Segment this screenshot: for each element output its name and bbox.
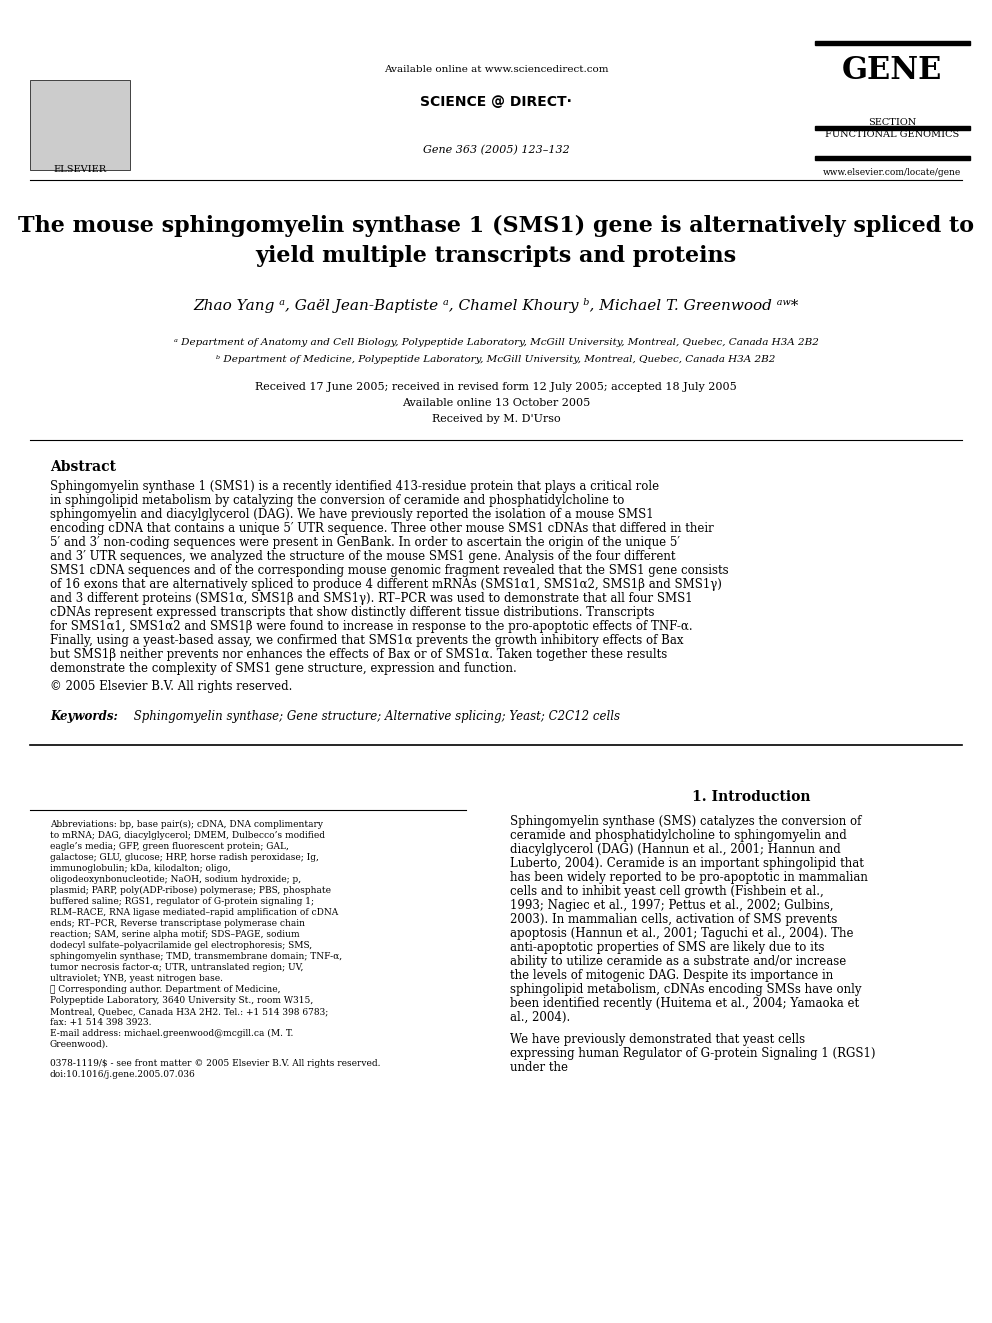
Text: Abstract: Abstract (50, 460, 116, 474)
Text: ☆ Corresponding author. Department of Medicine,: ☆ Corresponding author. Department of Me… (50, 986, 281, 994)
Text: expressing human Regulator of G-protein Signaling 1 (RGS1): expressing human Regulator of G-protein … (510, 1046, 876, 1060)
Text: ceramide and phosphatidylcholine to sphingomyelin and: ceramide and phosphatidylcholine to sphi… (510, 830, 847, 841)
Bar (815, 126, 970, 130)
Text: has been widely reported to be pro-apoptotic in mammalian: has been widely reported to be pro-apopt… (510, 871, 868, 884)
Text: al., 2004).: al., 2004). (510, 1011, 570, 1024)
Text: SMS1 cDNA sequences and of the corresponding mouse genomic fragment revealed tha: SMS1 cDNA sequences and of the correspon… (50, 564, 729, 577)
Text: Received 17 June 2005; received in revised form 12 July 2005; accepted 18 July 2: Received 17 June 2005; received in revis… (255, 382, 737, 392)
Text: We have previously demonstrated that yeast cells: We have previously demonstrated that yea… (510, 1033, 806, 1046)
Text: 0378-1119/$ - see front matter © 2005 Elsevier B.V. All rights reserved.: 0378-1119/$ - see front matter © 2005 El… (50, 1058, 381, 1068)
Text: ᵇ Department of Medicine, Polypeptide Laboratory, McGill University, Montreal, Q: ᵇ Department of Medicine, Polypeptide La… (216, 355, 776, 364)
Text: 2003). In mammalian cells, activation of SMS prevents: 2003). In mammalian cells, activation of… (510, 913, 837, 926)
Text: galactose; GLU, glucose; HRP, horse radish peroxidase; Ig,: galactose; GLU, glucose; HRP, horse radi… (50, 853, 318, 863)
Text: immunoglobulin; kDa, kilodalton; oligo,: immunoglobulin; kDa, kilodalton; oligo, (50, 864, 231, 873)
Text: Available online at www.sciencedirect.com: Available online at www.sciencedirect.co… (384, 65, 608, 74)
Text: ultraviolet; YNB, yeast nitrogen base.: ultraviolet; YNB, yeast nitrogen base. (50, 974, 223, 983)
Text: sphingomyelin synthase; TMD, transmembrane domain; TNF-α,: sphingomyelin synthase; TMD, transmembra… (50, 953, 342, 960)
Text: dodecyl sulfate–polyacrilamide gel electrophoresis; SMS,: dodecyl sulfate–polyacrilamide gel elect… (50, 941, 312, 950)
Text: sphingolipid metabolism, cDNAs encoding SMSs have only: sphingolipid metabolism, cDNAs encoding … (510, 983, 861, 996)
Text: oligodeoxynbonucleotide; NaOH, sodium hydroxide; p,: oligodeoxynbonucleotide; NaOH, sodium hy… (50, 875, 302, 884)
Text: Abbreviations: bp, base pair(s); cDNA, DNA complimentary: Abbreviations: bp, base pair(s); cDNA, D… (50, 820, 323, 830)
Text: Zhao Yang ᵃ, Gaël Jean-Baptiste ᵃ, Chamel Khoury ᵇ, Michael T. Greenwood ᵃʷ*: Zhao Yang ᵃ, Gaël Jean-Baptiste ᵃ, Chame… (193, 298, 799, 314)
Bar (815, 156, 970, 160)
Text: Sphingomyelin synthase; Gene structure; Alternative splicing; Yeast; C2C12 cells: Sphingomyelin synthase; Gene structure; … (130, 710, 620, 722)
Text: yield multiple transcripts and proteins: yield multiple transcripts and proteins (255, 245, 737, 267)
Bar (815, 41, 970, 45)
Text: 1993; Nagiec et al., 1997; Pettus et al., 2002; Gulbins,: 1993; Nagiec et al., 1997; Pettus et al.… (510, 900, 833, 912)
Text: in sphingolipid metabolism by catalyzing the conversion of ceramide and phosphat: in sphingolipid metabolism by catalyzing… (50, 493, 624, 507)
Text: to mRNA; DAG, diacylglycerol; DMEM, Dulbecco’s modified: to mRNA; DAG, diacylglycerol; DMEM, Dulb… (50, 831, 325, 840)
Text: plasmid; PARP, poly(ADP-ribose) polymerase; PBS, phosphate: plasmid; PARP, poly(ADP-ribose) polymera… (50, 886, 331, 896)
Text: sphingomyelin and diacylglycerol (DAG). We have previously reported the isolatio: sphingomyelin and diacylglycerol (DAG). … (50, 508, 654, 521)
Text: Luberto, 2004). Ceramide is an important sphingolipid that: Luberto, 2004). Ceramide is an important… (510, 857, 864, 871)
Text: tumor necrosis factor-α; UTR, untranslated region; UV,: tumor necrosis factor-α; UTR, untranslat… (50, 963, 304, 972)
Text: but SMS1β neither prevents nor enhances the effects of Bax or of SMS1α. Taken to: but SMS1β neither prevents nor enhances … (50, 648, 668, 662)
Text: encoding cDNA that contains a unique 5′ UTR sequence. Three other mouse SMS1 cDN: encoding cDNA that contains a unique 5′ … (50, 523, 714, 534)
Text: Available online 13 October 2005: Available online 13 October 2005 (402, 398, 590, 407)
Text: doi:10.1016/j.gene.2005.07.036: doi:10.1016/j.gene.2005.07.036 (50, 1070, 195, 1080)
Text: Received by M. D'Urso: Received by M. D'Urso (432, 414, 560, 423)
Text: Sphingomyelin synthase 1 (SMS1) is a recently identified 413-residue protein tha: Sphingomyelin synthase 1 (SMS1) is a rec… (50, 480, 659, 493)
Text: for SMS1α1, SMS1α2 and SMS1β were found to increase in response to the pro-apopt: for SMS1α1, SMS1α2 and SMS1β were found … (50, 620, 692, 632)
Text: 1. Introduction: 1. Introduction (691, 790, 810, 804)
Text: diacylglycerol (DAG) (Hannun et al., 2001; Hannun and: diacylglycerol (DAG) (Hannun et al., 200… (510, 843, 841, 856)
Text: the levels of mitogenic DAG. Despite its importance in: the levels of mitogenic DAG. Despite its… (510, 968, 833, 982)
Text: E-mail address: michael.greenwood@mcgill.ca (M. T.: E-mail address: michael.greenwood@mcgill… (50, 1029, 294, 1039)
Text: apoptosis (Hannun et al., 2001; Taguchi et al., 2004). The: apoptosis (Hannun et al., 2001; Taguchi … (510, 927, 853, 941)
Text: Polypeptide Laboratory, 3640 University St., room W315,: Polypeptide Laboratory, 3640 University … (50, 996, 313, 1005)
Text: eagle’s media; GFP, green fluorescent protein; GAL,: eagle’s media; GFP, green fluorescent pr… (50, 841, 289, 851)
Text: Greenwood).: Greenwood). (50, 1040, 109, 1049)
Text: FUNCTIONAL GENOMICS: FUNCTIONAL GENOMICS (825, 130, 959, 139)
Text: SECTION: SECTION (868, 118, 917, 127)
Text: Keywords:: Keywords: (50, 710, 118, 722)
Text: SCIENCE @ DIRECT·: SCIENCE @ DIRECT· (420, 95, 572, 108)
Text: GENE: GENE (842, 56, 942, 86)
Text: anti-apoptotic properties of SMS are likely due to its: anti-apoptotic properties of SMS are lik… (510, 941, 824, 954)
Text: and 3 different proteins (SMS1α, SMS1β and SMS1γ). RT–PCR was used to demonstrat: and 3 different proteins (SMS1α, SMS1β a… (50, 591, 692, 605)
Text: reaction; SAM, serine alpha motif; SDS–PAGE, sodium: reaction; SAM, serine alpha motif; SDS–P… (50, 930, 300, 939)
Text: www.elsevier.com/locate/gene: www.elsevier.com/locate/gene (823, 168, 961, 177)
Text: buffered saline; RGS1, regulator of G-protein signaling 1;: buffered saline; RGS1, regulator of G-pr… (50, 897, 314, 906)
Bar (30, 79, 130, 169)
Text: ᵃ Department of Anatomy and Cell Biology, Polypeptide Laboratory, McGill Univers: ᵃ Department of Anatomy and Cell Biology… (174, 337, 818, 347)
Text: Finally, using a yeast-based assay, we confirmed that SMS1α prevents the growth : Finally, using a yeast-based assay, we c… (50, 634, 683, 647)
Text: Montreal, Quebec, Canada H3A 2H2. Tel.: +1 514 398 6783;: Montreal, Quebec, Canada H3A 2H2. Tel.: … (50, 1007, 328, 1016)
Text: cDNAs represent expressed transcripts that show distinctly different tissue dist: cDNAs represent expressed transcripts th… (50, 606, 655, 619)
Text: and 3′ UTR sequences, we analyzed the structure of the mouse SMS1 gene. Analysis: and 3′ UTR sequences, we analyzed the st… (50, 550, 676, 564)
Text: been identified recently (Huitema et al., 2004; Yamaoka et: been identified recently (Huitema et al.… (510, 998, 859, 1009)
Text: The mouse sphingomyelin synthase 1 (SMS1) gene is alternatively spliced to: The mouse sphingomyelin synthase 1 (SMS1… (18, 216, 974, 237)
Text: demonstrate the complexity of SMS1 gene structure, expression and function.: demonstrate the complexity of SMS1 gene … (50, 662, 517, 675)
Text: ability to utilize ceramide as a substrate and/or increase: ability to utilize ceramide as a substra… (510, 955, 846, 968)
Text: Sphingomyelin synthase (SMS) catalyzes the conversion of: Sphingomyelin synthase (SMS) catalyzes t… (510, 815, 861, 828)
Text: © 2005 Elsevier B.V. All rights reserved.: © 2005 Elsevier B.V. All rights reserved… (50, 680, 293, 693)
Text: Gene 363 (2005) 123–132: Gene 363 (2005) 123–132 (423, 146, 569, 155)
Text: ELSEVIER: ELSEVIER (54, 165, 106, 175)
Text: ends; RT–PCR, Reverse transcriptase polymerase chain: ends; RT–PCR, Reverse transcriptase poly… (50, 919, 305, 927)
Text: cells and to inhibit yeast cell growth (Fishbein et al.,: cells and to inhibit yeast cell growth (… (510, 885, 823, 898)
Text: 5′ and 3′ non-coding sequences were present in GenBank. In order to ascertain th: 5′ and 3′ non-coding sequences were pres… (50, 536, 680, 549)
Text: RLM–RACE, RNA ligase mediated–rapid amplification of cDNA: RLM–RACE, RNA ligase mediated–rapid ampl… (50, 908, 338, 917)
Text: fax: +1 514 398 3923.: fax: +1 514 398 3923. (50, 1017, 152, 1027)
Text: under the: under the (510, 1061, 568, 1074)
Text: of 16 exons that are alternatively spliced to produce 4 different mRNAs (SMS1α1,: of 16 exons that are alternatively splic… (50, 578, 722, 591)
